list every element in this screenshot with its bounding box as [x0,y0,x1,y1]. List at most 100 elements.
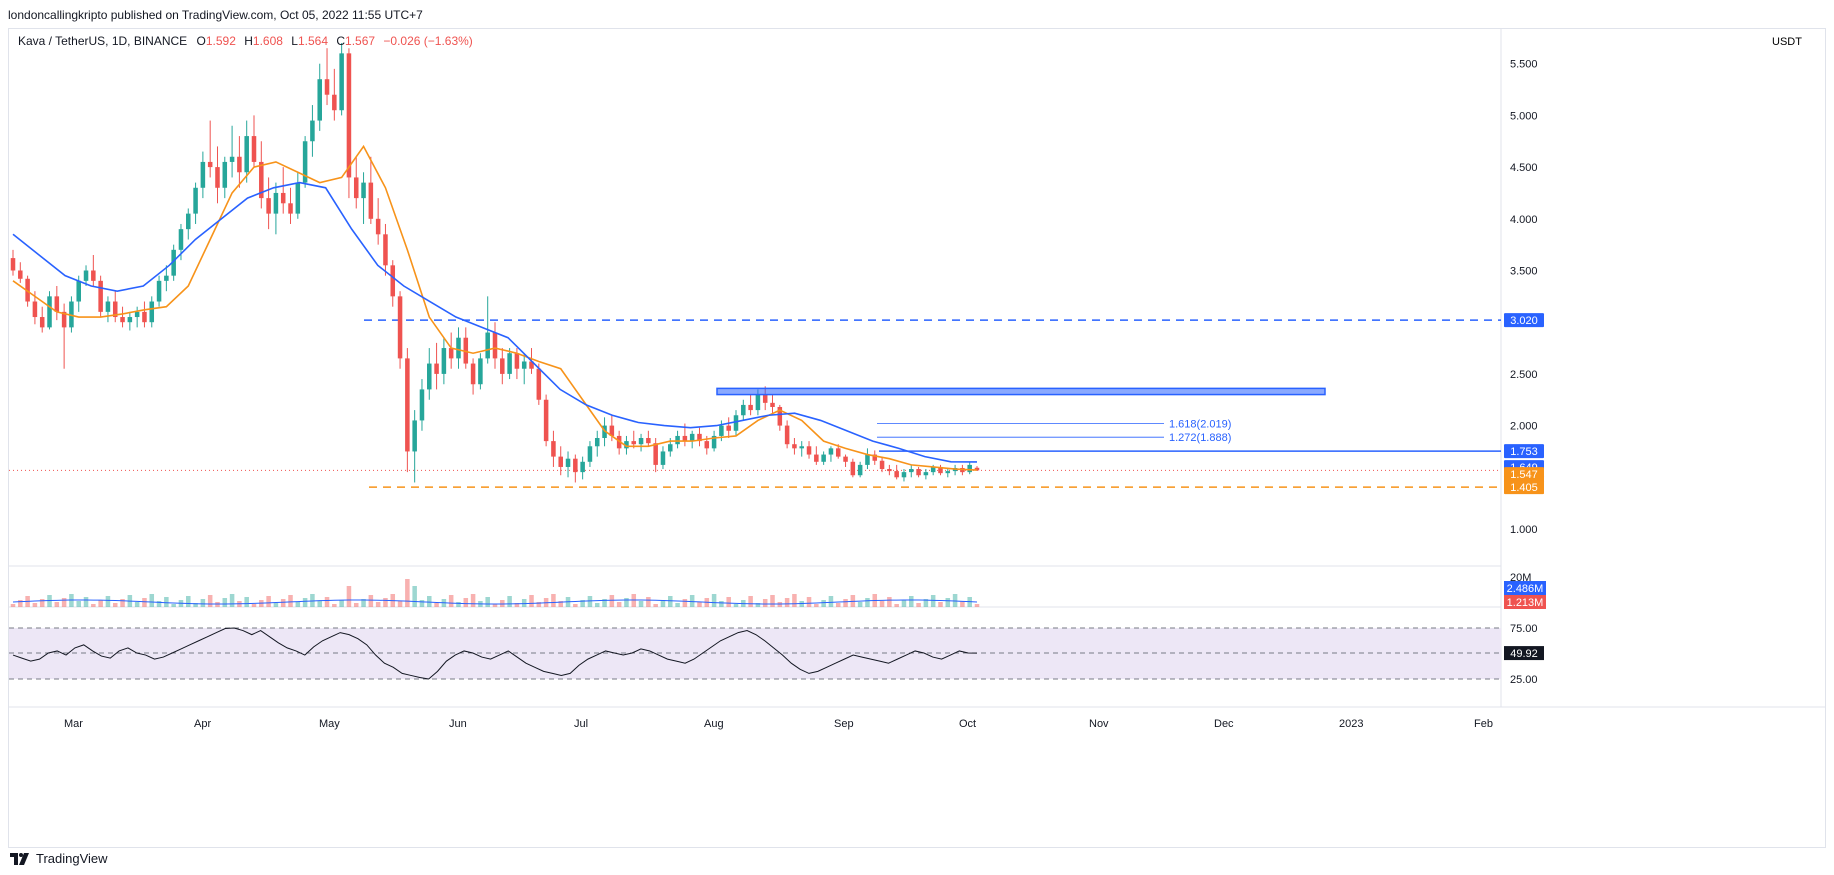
volume-bar [952,594,958,607]
candle [594,438,600,447]
volume-bar [514,603,520,607]
candle [419,389,425,421]
volume-bar [762,599,768,607]
volume-bar [470,594,476,607]
volume-bar [828,596,834,607]
candle [353,177,359,199]
volume-bar [134,602,140,607]
volume-tag [1504,581,1546,595]
candle [266,198,271,214]
candle [39,317,45,328]
price-tag-label: 1.547 [1510,469,1538,481]
candle [244,136,249,173]
candle [149,301,155,323]
candle [616,435,622,449]
volume-bar [324,597,330,607]
price-tag-label: 1.405 [1510,482,1538,494]
volume-bar [448,595,454,607]
candle [368,182,374,219]
candle [770,402,775,407]
volume-bar [733,604,739,607]
tradingview-footer[interactable]: TradingView [10,851,108,866]
volume-bar [456,602,461,607]
candle [361,182,366,199]
candle [302,141,308,183]
x-tick-label: Feb [1474,718,1493,730]
candle [558,456,563,467]
candle [507,353,512,374]
candle [755,394,761,411]
x-tick-label: Mar [64,718,83,730]
candle [273,192,279,214]
candle [448,348,454,359]
candle [156,280,162,302]
candle [536,368,542,400]
volume-bar [675,603,680,607]
candle [288,203,293,214]
candle [127,317,133,323]
annotations: 1.618(2.019)1.272(1.888) [716,387,1326,444]
candle [229,156,235,162]
volume-bars [10,579,980,607]
candle [332,94,337,111]
candle [646,438,651,444]
candle [806,446,812,455]
candle [814,454,819,462]
candle [923,472,929,476]
y-tick-label: 2.000 [1510,421,1538,433]
rsi-line [12,627,978,680]
low-value: 1.564 [298,34,328,48]
volume-bar [427,596,432,607]
volume-bar [434,603,439,607]
publish-line: londoncallingkripto published on Trading… [8,8,423,22]
candle [18,270,23,279]
candle [434,363,439,374]
volume-bar [18,600,23,607]
price-tag [1504,480,1544,495]
price-chart[interactable]: 1.618(2.019)1.272(1.888) 5.500 5.000 4.500… [9,29,1825,847]
candle [945,471,951,474]
candle [478,358,483,385]
volume-bar [580,600,585,607]
volume-bar [492,604,498,607]
volume-bar [857,602,863,607]
volume-bar [594,603,600,607]
rsi-tick-label: 25.00 [1510,674,1538,686]
volume-bar [609,595,615,607]
candle [843,456,848,462]
price-tags: 3.0201.7531.6491.5671.5471.4052.486M1.21… [1504,313,1546,661]
candle [580,461,585,473]
candle [741,404,746,416]
volume-bar [412,586,417,607]
candle [733,415,739,431]
volume-bar [339,600,344,607]
high-value: 1.608 [253,34,283,48]
candle [375,218,381,235]
footer-brand: TradingView [36,851,108,866]
volume-bar [945,598,951,607]
candle [835,448,841,457]
candle [631,441,637,445]
candle [251,136,257,162]
candle [193,187,198,214]
volume-bar [806,597,812,607]
candle [602,425,607,439]
volume-bar [200,599,206,607]
candle [10,258,16,271]
candles [10,43,980,483]
candle [777,406,783,426]
volume-tag-label: 1.213M [1507,597,1544,609]
y-tick-label: 4.000 [1510,214,1538,226]
change-value: −0.026 (−1.63%) [383,34,472,48]
volume-bar [332,604,337,607]
volume-bar [295,602,301,607]
volume-bar [375,602,381,607]
candle [704,441,710,449]
volume-bar [419,600,425,607]
volume-bar [689,595,695,607]
rsi-tick-label: 75.00 [1510,623,1538,635]
candle [237,156,242,173]
volume-bar [938,602,943,607]
candle [383,234,388,266]
candle [47,296,52,328]
